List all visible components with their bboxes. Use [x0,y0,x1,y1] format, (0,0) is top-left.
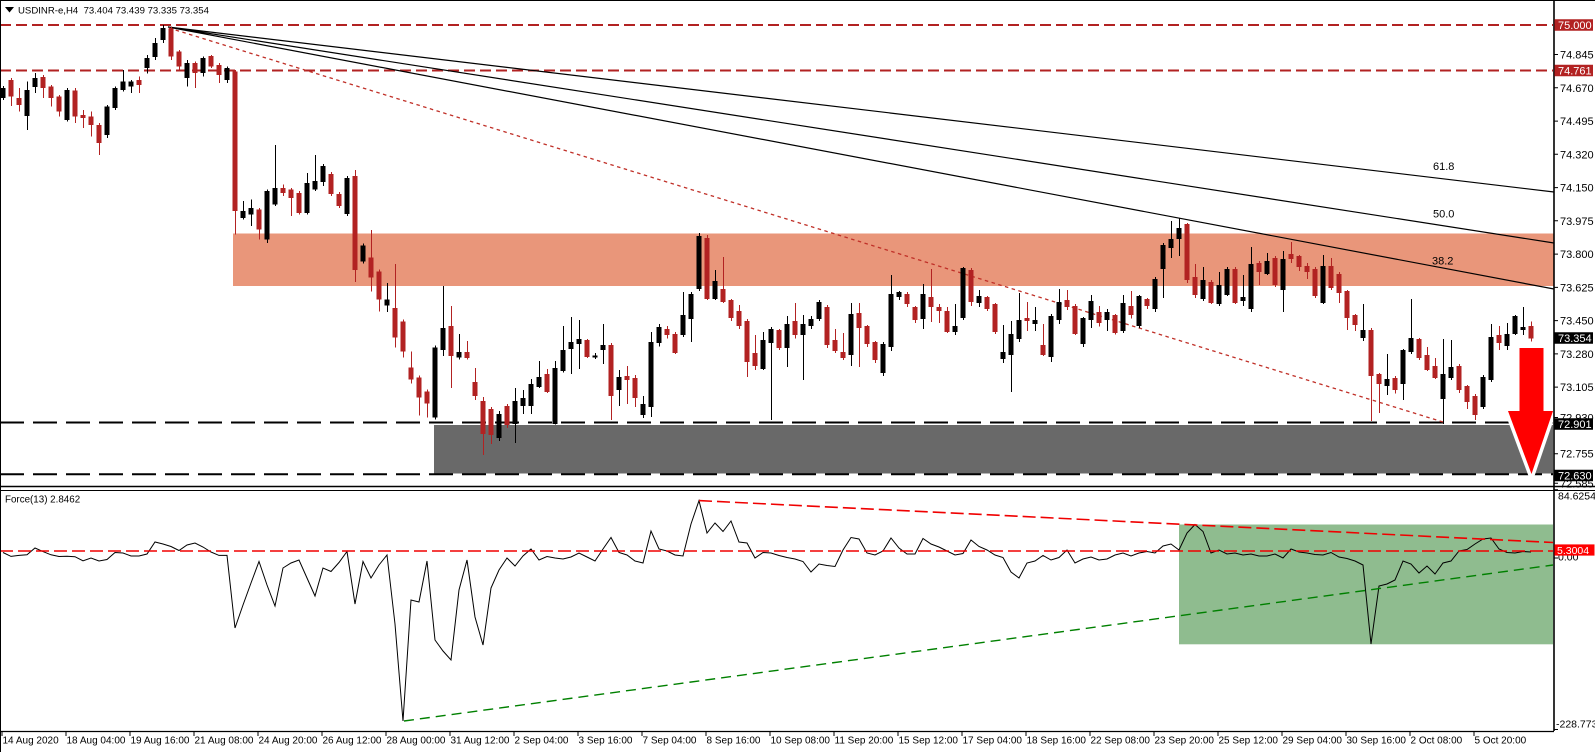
svg-text:73.975: 73.975 [1560,216,1594,228]
svg-text:11 Sep 20:00: 11 Sep 20:00 [835,736,894,747]
svg-text:73.625: 73.625 [1560,282,1594,294]
svg-text:5.3004: 5.3004 [1557,545,1589,557]
svg-text:38.2: 38.2 [1432,256,1453,268]
svg-text:7 Sep 04:00: 7 Sep 04:00 [643,736,697,747]
svg-text:14 Aug 2020: 14 Aug 2020 [3,736,60,747]
svg-text:3 Sep 16:00: 3 Sep 16:00 [579,736,633,747]
svg-text:31 Aug 12:00: 31 Aug 12:00 [451,736,510,747]
svg-text:74.761: 74.761 [1558,66,1592,78]
svg-text:23 Sep 20:00: 23 Sep 20:00 [1155,736,1215,747]
svg-text:5 Oct 20:00: 5 Oct 20:00 [1475,736,1527,747]
svg-text:72.901: 72.901 [1558,419,1592,431]
svg-text:2 Sep 04:00: 2 Sep 04:00 [515,736,569,747]
svg-text:-228.773: -228.773 [1556,719,1595,731]
svg-text:21 Aug 08:00: 21 Aug 08:00 [195,736,254,747]
svg-text:22 Sep 08:00: 22 Sep 08:00 [1091,736,1151,747]
svg-text:30 Sep 16:00: 30 Sep 16:00 [1347,736,1407,747]
svg-text:75.000: 75.000 [1558,20,1592,32]
svg-text:15 Sep 12:00: 15 Sep 12:00 [899,736,959,747]
svg-text:72.630: 72.630 [1558,471,1592,483]
svg-text:72.755: 72.755 [1560,449,1594,461]
svg-text:73.105: 73.105 [1560,382,1594,394]
svg-text:73.280: 73.280 [1560,349,1594,361]
svg-text:26 Aug 12:00: 26 Aug 12:00 [323,736,382,747]
svg-text:8 Sep 16:00: 8 Sep 16:00 [707,736,761,747]
svg-text:USDINR-e,H4 73.404 73.439 73.: USDINR-e,H4 73.404 73.439 73.335 73.354 [18,6,210,17]
svg-text:74.670: 74.670 [1560,83,1594,95]
svg-text:61.8: 61.8 [1433,161,1454,173]
svg-text:74.150: 74.150 [1560,183,1594,195]
svg-text:84.6254: 84.6254 [1558,491,1595,503]
svg-text:74.495: 74.495 [1560,116,1594,128]
svg-text:19 Aug 16:00: 19 Aug 16:00 [131,736,190,747]
svg-text:73.354: 73.354 [1558,333,1592,345]
svg-text:72.585: 72.585 [1560,478,1594,490]
svg-text:73.450: 73.450 [1560,316,1594,328]
svg-text:18 Aug 04:00: 18 Aug 04:00 [67,736,126,747]
svg-text:73.800: 73.800 [1560,249,1594,261]
svg-text:2 Oct 08:00: 2 Oct 08:00 [1411,736,1463,747]
svg-text:17 Sep 04:00: 17 Sep 04:00 [963,736,1023,747]
svg-text:74.845: 74.845 [1560,50,1594,62]
svg-text:28 Aug 00:00: 28 Aug 00:00 [387,736,446,747]
svg-text:18 Sep 16:00: 18 Sep 16:00 [1027,736,1087,747]
svg-text:24 Aug 20:00: 24 Aug 20:00 [259,736,318,747]
svg-text:50.0: 50.0 [1433,209,1454,221]
svg-text:10 Sep 08:00: 10 Sep 08:00 [771,736,831,747]
svg-text:74.320: 74.320 [1560,149,1594,161]
svg-text:29 Sep 04:00: 29 Sep 04:00 [1283,736,1343,747]
svg-text:25 Sep 12:00: 25 Sep 12:00 [1219,736,1279,747]
svg-text:Force(13) 2.8462: Force(13) 2.8462 [5,495,80,506]
